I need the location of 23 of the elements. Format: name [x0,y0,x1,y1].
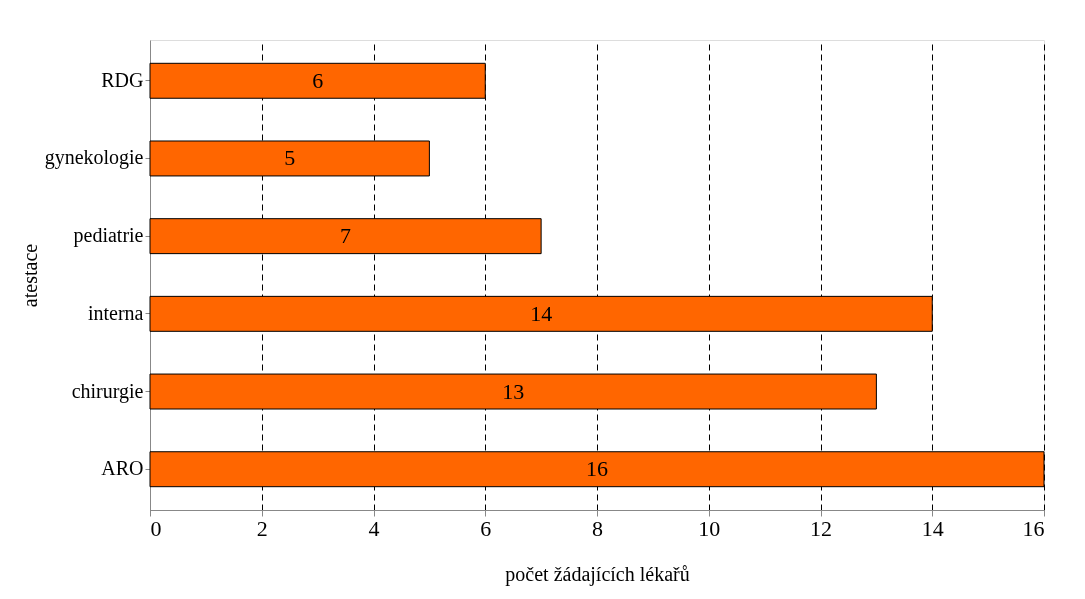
y-tick-label: ARO [101,457,144,480]
y-tick-label: RDG [101,68,144,91]
x-tick-label: 12 [810,515,832,541]
x-tick-label: 4 [368,515,380,541]
y-tick-label: pediatrie [73,224,144,248]
data-label: 16 [586,456,608,482]
y-tick-label: interna [87,301,144,324]
y-tick-label: chirurgie [71,379,144,403]
x-tick-label: 14 [921,515,944,541]
x-tick-label: 8 [592,515,603,541]
x-tick-label: 6 [480,515,492,541]
x-tick-label: 0 [150,515,162,541]
y-tick-label: gynekologie [44,146,144,170]
data-label: 13 [502,378,525,404]
data-label: 7 [340,223,352,249]
y-axis-title: atestace [18,243,41,308]
x-tick-label: 16 [1022,515,1045,541]
data-label: 6 [312,67,324,93]
x-axis-title: počet žádajících lékařů [505,562,690,586]
x-tick-label: 10 [698,515,721,541]
x-tick-label: 2 [256,515,268,541]
data-label: 5 [284,145,296,171]
data-label: 14 [530,300,553,326]
